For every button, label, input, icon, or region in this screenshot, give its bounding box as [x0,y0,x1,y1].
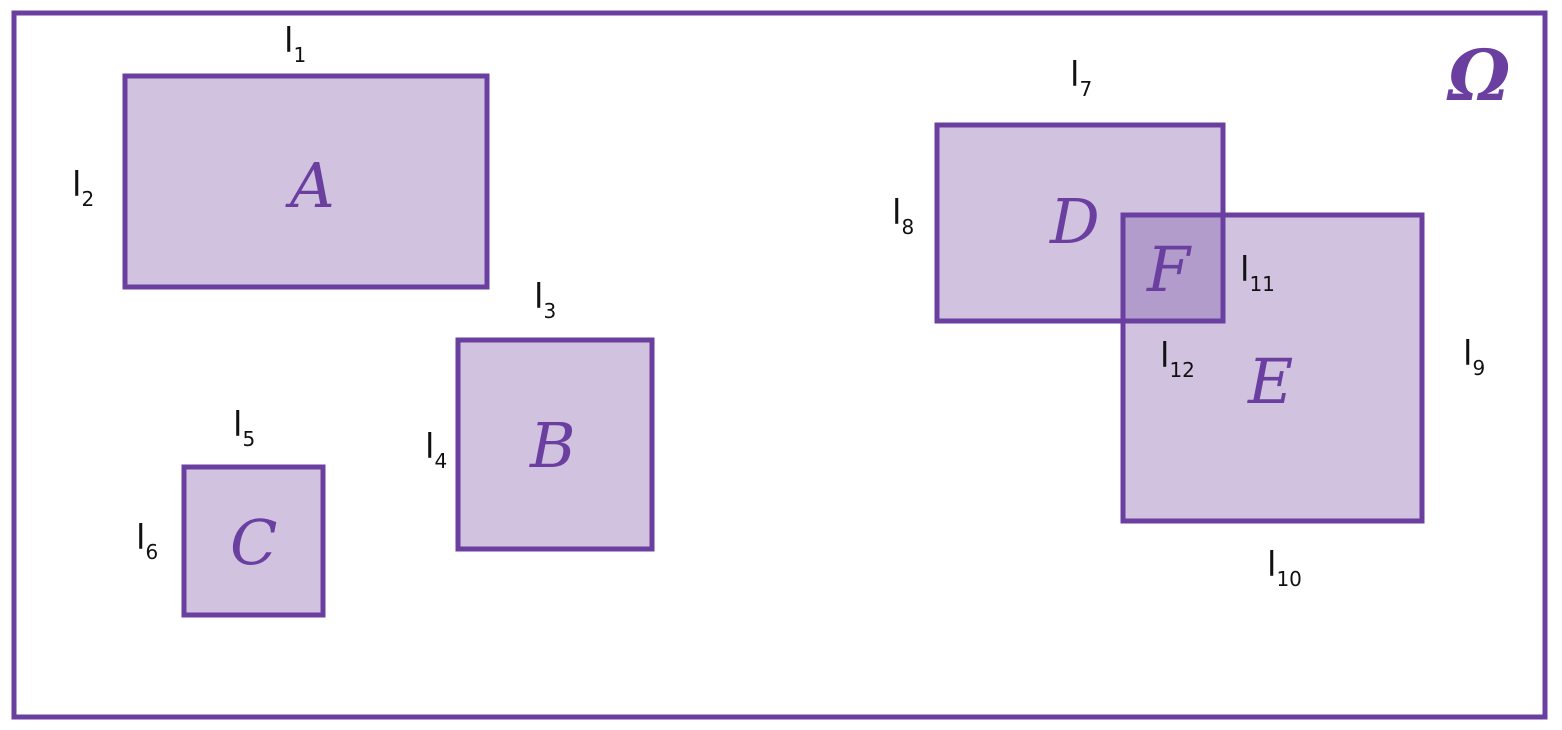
label-d: D [1049,185,1100,258]
length-l9: l9 [1463,334,1485,380]
length-l8: l8 [892,193,914,239]
length-l5: l5 [233,405,255,451]
overlap-f-outline-d [934,122,1226,324]
overlap-f [1125,217,1221,319]
length-l7: l7 [1070,55,1092,101]
label-e: E [1247,345,1293,418]
label-a: A [285,149,335,222]
rect-b [455,337,655,552]
length-l3: l3 [534,277,556,323]
length-l1: l1 [284,21,306,67]
length-l6: l6 [136,518,158,564]
rect-c [181,464,326,618]
rect-a [122,73,490,290]
label-c: C [230,506,277,579]
length-l11: l11 [1240,250,1275,296]
length-l2: l2 [72,165,94,211]
universe-label: Ω [1446,34,1510,117]
length-l4: l4 [425,427,447,473]
label-b: B [529,409,576,482]
length-l10: l10 [1267,545,1302,591]
length-l12: l12 [1160,336,1195,382]
label-f: F [1146,233,1192,306]
